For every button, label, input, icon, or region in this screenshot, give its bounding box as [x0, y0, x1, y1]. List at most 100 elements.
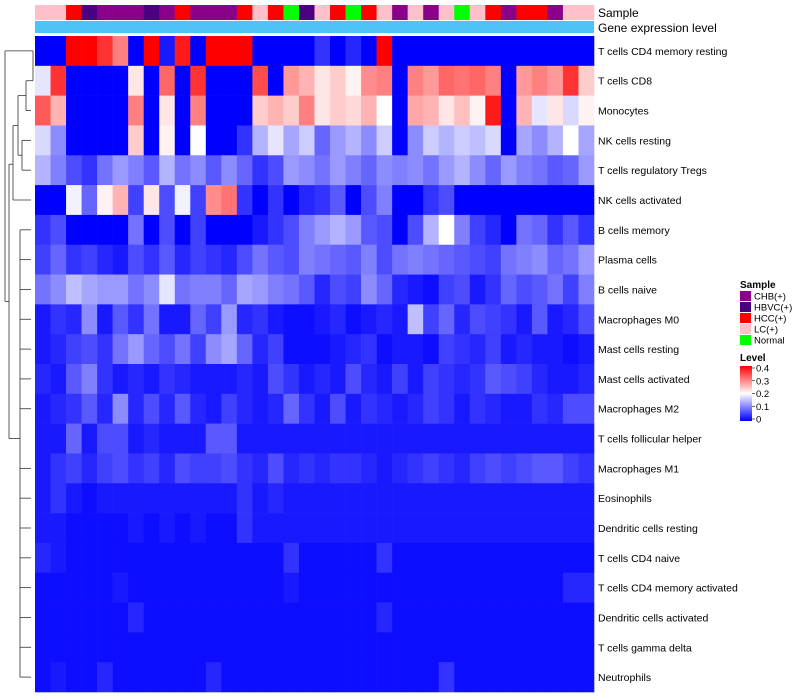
level-legend: Level 0.40.3 0.2 0.1 0 [740, 353, 769, 426]
heatmap-cell [438, 602, 455, 633]
heatmap-cell [454, 155, 471, 186]
heatmap-cell [500, 662, 517, 693]
heatmap-cell [438, 274, 455, 305]
heatmap-cell [516, 572, 533, 603]
heatmap-cell [267, 244, 284, 275]
heatmap-cell [112, 542, 129, 574]
heatmap-cell [531, 36, 548, 67]
heatmap-cell [500, 36, 517, 67]
heatmap-cell [143, 274, 160, 305]
heatmap-cell [438, 185, 455, 216]
heatmap-cell [190, 36, 207, 67]
heatmap-cell [81, 65, 98, 96]
heatmap-cell [66, 334, 82, 365]
heatmap-cell [361, 185, 377, 216]
heatmap-cell [392, 542, 408, 574]
heatmap-cell [236, 274, 253, 305]
heatmap-cell [469, 36, 486, 67]
sample-annotation-cell [547, 5, 564, 20]
heatmap-cell [454, 632, 471, 663]
heatmap-cell [50, 542, 67, 574]
heatmap-cell [454, 453, 471, 484]
heatmap-cell [376, 274, 393, 305]
heatmap-cell [485, 393, 502, 424]
heatmap-cell [112, 453, 129, 484]
heatmap-cell [407, 393, 424, 424]
heatmap-cell [97, 572, 113, 603]
heatmap-cell [531, 483, 548, 514]
heatmap-cell [283, 632, 300, 663]
heatmap-cell [423, 65, 440, 96]
heatmap-cell [423, 453, 440, 484]
heatmap-cell [252, 513, 269, 544]
heatmap-cell [562, 453, 579, 484]
heatmap-cell [50, 364, 67, 395]
sample-annotation-cell [252, 5, 269, 20]
heatmap-cell [531, 274, 548, 305]
heatmap-cell [454, 602, 471, 633]
heatmap-cell [267, 453, 284, 484]
heatmap-cell [469, 214, 486, 246]
heatmap-cell [97, 65, 113, 96]
heatmap-cell [547, 632, 564, 663]
sample-legend-label: CHB(+) [754, 292, 786, 303]
heatmap-cell [330, 185, 346, 216]
heatmap-cell [361, 334, 377, 365]
heatmap-cell [531, 155, 548, 186]
heatmap-cell [469, 602, 486, 633]
heatmap-cell [469, 185, 486, 216]
heatmap-cell [392, 244, 408, 275]
heatmap-cell [35, 602, 51, 633]
heatmap-cell [112, 65, 129, 96]
heatmap-cell [252, 483, 269, 514]
heatmap-cell [516, 423, 533, 454]
heatmap-cell [221, 36, 238, 67]
heatmap-cell [531, 95, 548, 126]
heatmap-cell [174, 304, 191, 335]
heatmap-cell [454, 572, 471, 603]
heatmap-cell [392, 185, 408, 216]
heatmap-cell [516, 274, 533, 305]
sample-annotation-cell [345, 5, 362, 20]
heatmap-cell [35, 542, 51, 574]
heatmap-cell [174, 125, 191, 156]
heatmap-cell [112, 632, 129, 663]
heatmap-cell [562, 125, 579, 156]
heatmap-cell [50, 453, 67, 484]
heatmap-cell [66, 393, 82, 424]
heatmap-cell [283, 125, 300, 156]
heatmap-cell [516, 155, 533, 186]
heatmap-cell [454, 364, 471, 395]
heatmap-cell [314, 214, 331, 246]
heatmap-cell [423, 36, 440, 67]
heatmap-cell [236, 244, 253, 275]
heatmap-cell [314, 364, 331, 395]
heatmap-cell [407, 125, 424, 156]
heatmap-cell [438, 364, 455, 395]
level-legend-tick-label: 0.4 [756, 364, 769, 375]
heatmap-cell [128, 334, 144, 365]
heatmap-cell [50, 423, 67, 454]
heatmap-cell [97, 602, 113, 633]
heatmap-cell [314, 542, 331, 574]
heatmap-cell [578, 304, 595, 335]
heatmap-cell [190, 453, 207, 484]
heatmap-cell [205, 274, 222, 305]
heatmap-cell [35, 423, 51, 454]
heatmap-cell [438, 542, 455, 574]
heatmap-cell [190, 334, 207, 365]
heatmap-cell [66, 155, 82, 186]
heatmap-cell [314, 393, 331, 424]
heatmap-cell [469, 632, 486, 663]
heatmap-cell [392, 602, 408, 633]
row-label: Plasma cells [598, 255, 657, 267]
heatmap-cell [81, 274, 98, 305]
heatmap-cell [66, 304, 82, 335]
heatmap-cell [174, 185, 191, 216]
heatmap-cell [516, 662, 533, 693]
heatmap-cell [66, 542, 82, 574]
heatmap-cell [376, 393, 393, 424]
heatmap-cell [174, 334, 191, 365]
heatmap-cell [438, 334, 455, 365]
heatmap-cell [376, 423, 393, 454]
